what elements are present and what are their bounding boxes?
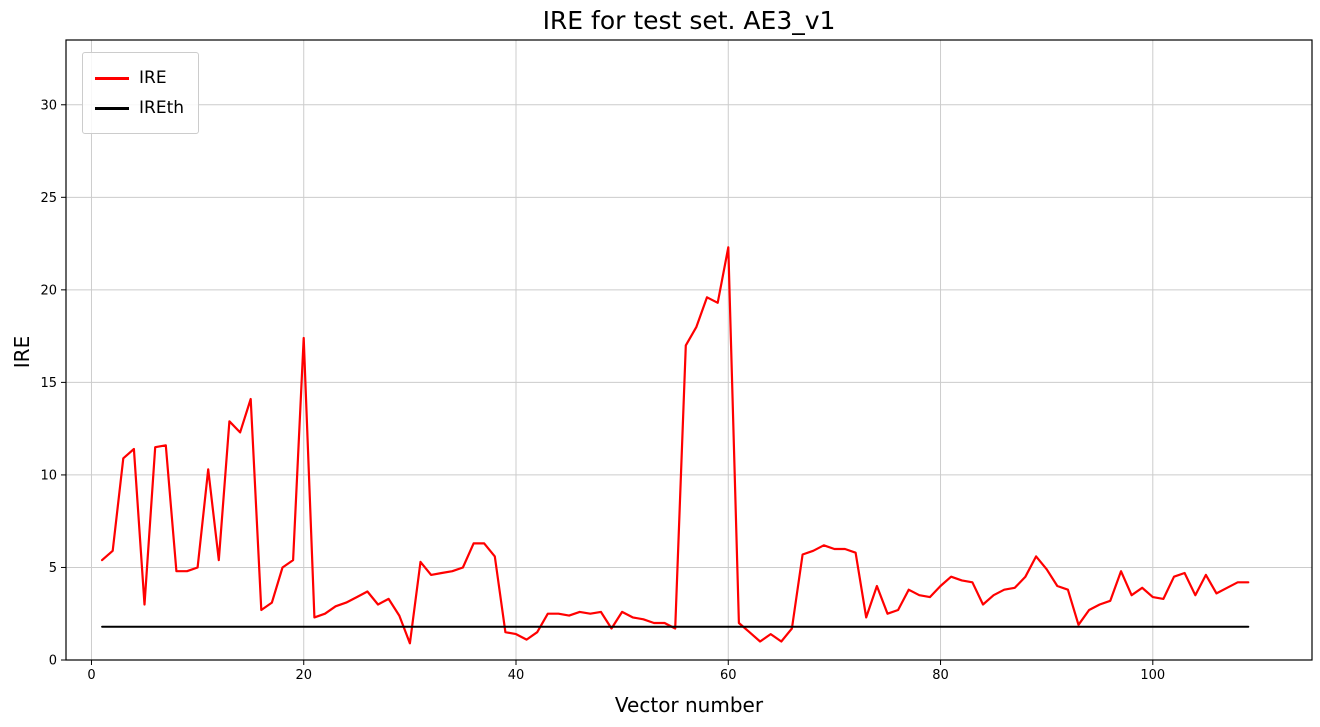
chart-title: IRE for test set. AE3_v1 <box>542 6 836 35</box>
svg-text:10: 10 <box>40 468 57 483</box>
svg-text:80: 80 <box>932 668 949 683</box>
x-axis-label: Vector number <box>614 693 764 717</box>
svg-text:0: 0 <box>49 654 57 669</box>
svg-text:0: 0 <box>87 668 95 683</box>
svg-text:20: 20 <box>40 283 57 298</box>
legend-label-ireth: IREth <box>139 98 185 118</box>
legend-line-swatch-ireth <box>95 106 129 110</box>
svg-text:20: 20 <box>295 668 312 683</box>
svg-text:5: 5 <box>49 561 57 576</box>
legend: IRE IREth <box>82 52 200 134</box>
svg-text:100: 100 <box>1140 668 1165 683</box>
legend-line-swatch-ire <box>95 76 129 80</box>
svg-text:25: 25 <box>40 191 57 206</box>
legend-item-ireth: IREth <box>95 93 184 123</box>
svg-text:40: 40 <box>508 668 525 683</box>
svg-text:15: 15 <box>40 376 57 391</box>
legend-item-ire: IRE <box>95 63 184 93</box>
svg-text:30: 30 <box>40 98 57 113</box>
svg-text:60: 60 <box>720 668 737 683</box>
legend-label-ire: IRE <box>139 68 167 88</box>
